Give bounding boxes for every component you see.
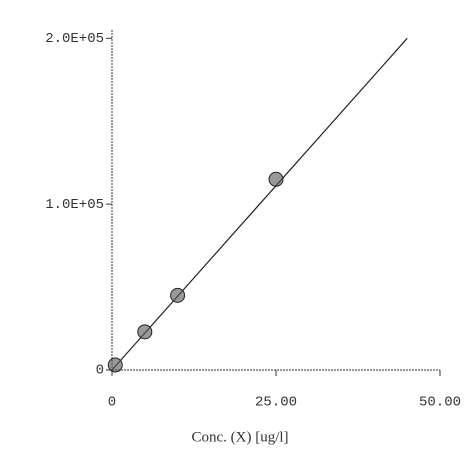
x-axis-label: Conc. (X) [ug/l] <box>191 429 288 445</box>
chart: Conc. (X) [ug/l] 0 1.0E+05 2.0E+05 0 25.00 50… <box>0 0 474 466</box>
page: Conc. (X) [ug/l] 0 1.0E+05 2.0E+05 0 25.00 50… <box>0 0 474 466</box>
y-tick-label: 2.0E+05 <box>45 31 104 47</box>
y-tick-label: 0 <box>96 363 104 379</box>
y-tick-label: 1.0E+05 <box>45 197 104 213</box>
data-point <box>171 288 185 302</box>
x-tick-label: 0 <box>108 395 116 411</box>
x-tick-label: 50.00 <box>419 395 461 411</box>
data-point <box>108 358 122 372</box>
x-tick-label: 25.00 <box>255 395 297 411</box>
data-point <box>138 325 152 339</box>
fit-line <box>112 38 407 370</box>
data-point <box>269 172 283 186</box>
